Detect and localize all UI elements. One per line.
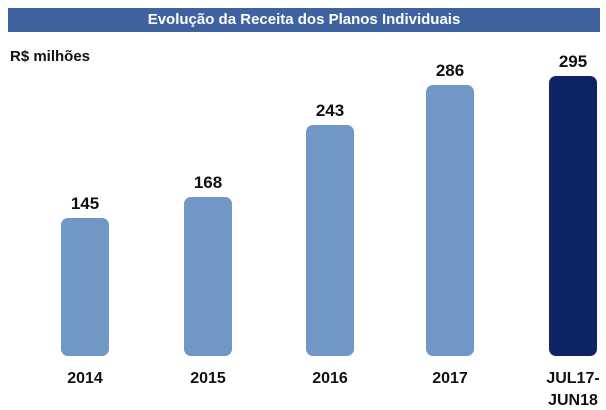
value-label: 145 [70, 194, 100, 214]
value-label: 168 [193, 172, 223, 192]
x-tick-label: JUL17-JUN18 [546, 370, 600, 409]
bar [549, 76, 597, 356]
chart-title: Evolução da Receita dos Planos Individua… [8, 8, 600, 32]
bar [306, 125, 354, 356]
bar [184, 196, 232, 356]
value-label: 243 [315, 101, 345, 121]
value-label: 295 [558, 52, 588, 71]
bar [426, 84, 474, 356]
value-label: 286 [435, 60, 465, 80]
x-tick-label: 2016 [312, 370, 348, 387]
x-tick-label: 2015 [190, 370, 226, 387]
bar [61, 218, 109, 356]
x-tick-label: 2014 [67, 370, 103, 387]
unit-label: R$ milhões [10, 48, 91, 65]
x-tick-label: 2017 [432, 370, 468, 387]
